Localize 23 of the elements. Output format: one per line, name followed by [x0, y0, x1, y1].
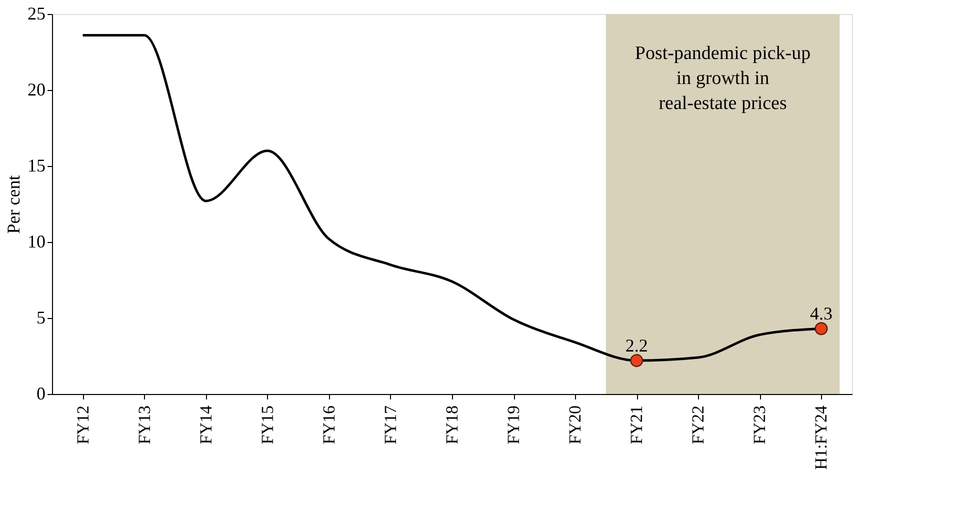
y-tick-label: 15 [28, 156, 46, 176]
y-tick-label: 25 [28, 4, 46, 24]
y-tick-label: 10 [28, 232, 46, 252]
x-tick-label: H1:FY24 [812, 405, 831, 470]
y-tick-label: 5 [36, 308, 46, 328]
y-axis-title: Per cent [4, 175, 24, 234]
x-tick-label: FY23 [750, 406, 770, 444]
data-label: 4.3 [810, 304, 832, 324]
y-tick-label: 0 [36, 384, 46, 404]
x-tick-label: FY19 [504, 406, 524, 444]
x-tick-label: FY16 [319, 406, 338, 444]
x-tick-label: FY21 [627, 406, 646, 444]
x-tick-label: FY22 [688, 406, 708, 444]
x-tick-label: FY14 [196, 405, 216, 444]
band-label: Post-pandemic pick-up in growth in real-estate prices [634, 43, 811, 114]
x-tick-label: FY13 [134, 406, 154, 444]
x-tick-label: FY20 [566, 406, 585, 444]
y-tick-label: 20 [28, 80, 46, 100]
x-tick-label: FY18 [442, 406, 462, 444]
x-tick-label: FY12 [73, 406, 92, 444]
x-tick-label: FY17 [380, 405, 400, 444]
x-tick-label: FY15 [258, 406, 277, 444]
data-label: 2.2 [625, 336, 648, 356]
